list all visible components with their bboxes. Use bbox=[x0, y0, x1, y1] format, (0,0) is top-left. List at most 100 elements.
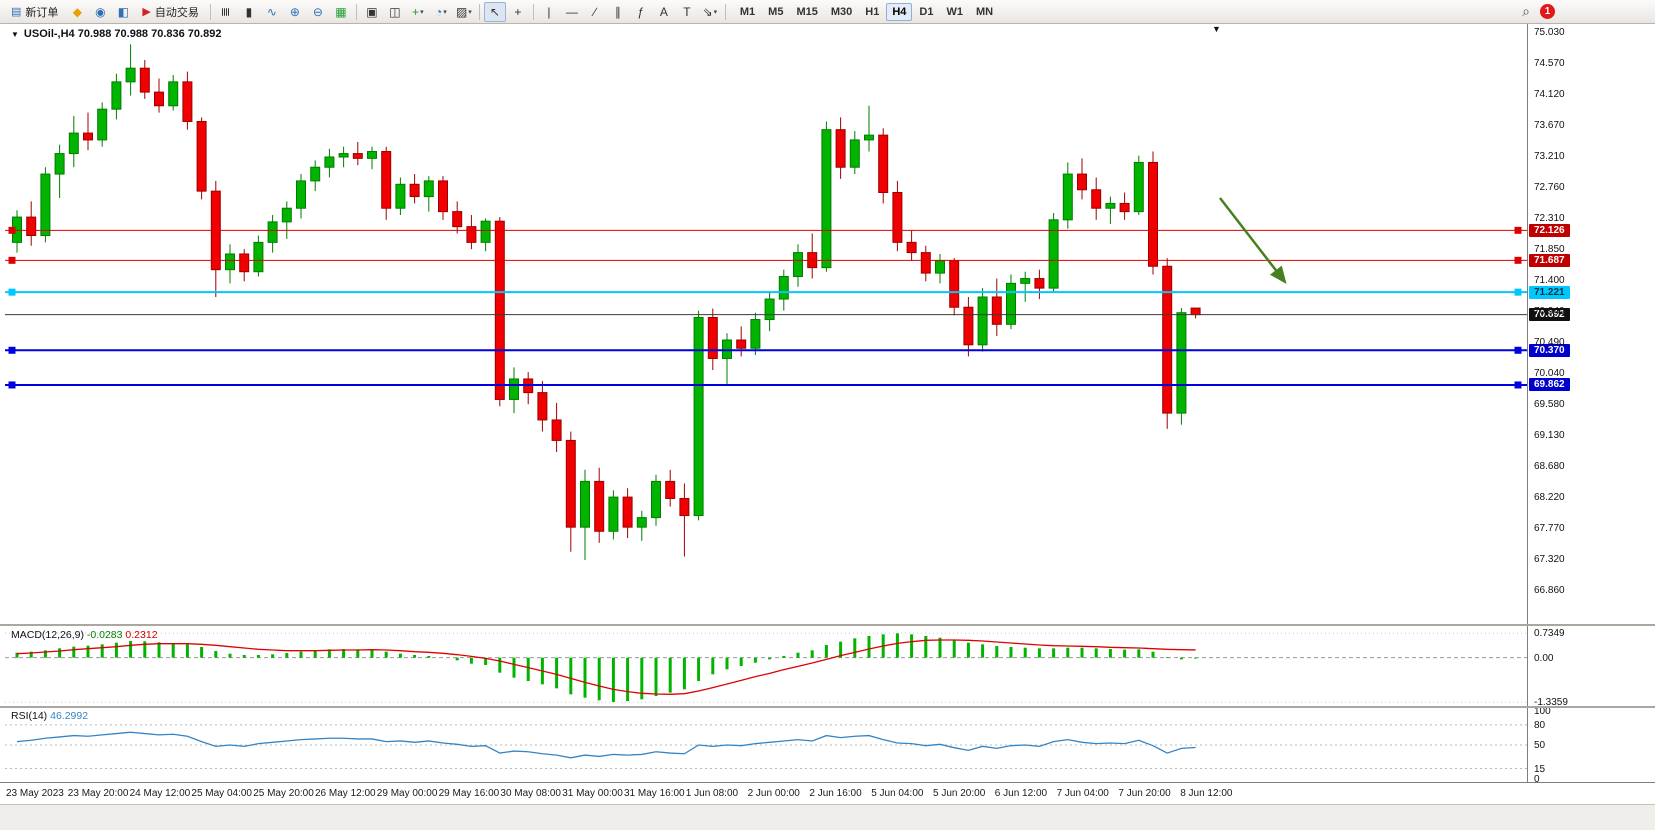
candle-body bbox=[665, 480, 676, 499]
zoom-in-button[interactable]: ⊕ bbox=[284, 2, 306, 22]
macd-chart[interactable] bbox=[5, 626, 1527, 706]
timeframe-button-h4[interactable]: H4 bbox=[886, 2, 913, 21]
time-axis[interactable]: 23 May 2023 23 May 20:00 24 May 12:00 25 Ma… bbox=[0, 782, 1655, 804]
channel-button[interactable]: ∥ bbox=[607, 2, 629, 22]
chart-menu-triangle-icon[interactable]: ▼ bbox=[11, 29, 19, 39]
arrows-button[interactable]: ⇘ ▾ bbox=[699, 2, 721, 22]
candle-body bbox=[778, 276, 789, 300]
rsi-pane[interactable]: RSI(14) 46.2992 bbox=[5, 708, 1527, 787]
trend-arrow-annotation[interactable] bbox=[1219, 197, 1287, 284]
candle-body bbox=[509, 378, 519, 400]
line-handle[interactable] bbox=[1514, 346, 1522, 354]
macd-scale-label: -1.3359 bbox=[1534, 697, 1568, 709]
time-axis-label: 25 May 20:00 bbox=[253, 788, 314, 799]
vertical-line-button[interactable]: | bbox=[538, 2, 560, 22]
line-handle[interactable] bbox=[8, 226, 16, 234]
indicators-icon: + bbox=[412, 4, 420, 19]
price-scale-label: 74.120 bbox=[1534, 89, 1565, 101]
line-handle[interactable] bbox=[1514, 226, 1522, 234]
chat-button[interactable]: ◧ bbox=[112, 2, 134, 22]
timeframe-group: M1 M5 M15 M30 H1 H4 D1 W1 MN bbox=[734, 2, 999, 21]
time-axis-label: 25 May 04:00 bbox=[191, 788, 252, 799]
notification-badge[interactable]: 1 bbox=[1540, 4, 1555, 19]
candle-body bbox=[551, 419, 562, 441]
autotrading-button[interactable]: ▶ 自动交易 bbox=[135, 1, 205, 23]
time-axis-label: 7 Jun 20:00 bbox=[1118, 788, 1171, 799]
candle-body bbox=[480, 220, 491, 243]
indicators-button[interactable]: + ▾ bbox=[407, 2, 429, 22]
candle-body bbox=[97, 108, 108, 141]
mql5-button[interactable]: ◆ bbox=[66, 2, 88, 22]
candle-body bbox=[182, 81, 193, 122]
candle-body bbox=[864, 134, 874, 141]
line-handle[interactable] bbox=[1514, 256, 1522, 264]
new-chart-button[interactable]: ▣ bbox=[361, 2, 383, 22]
text-button[interactable]: A bbox=[653, 2, 675, 22]
timeframe-button-h1[interactable]: H1 bbox=[865, 5, 880, 18]
chart-shift-marker[interactable]: ▼ bbox=[1212, 24, 1221, 34]
pane-separator[interactable] bbox=[0, 624, 1655, 626]
new-order-button[interactable]: ▤ 新订单 bbox=[4, 1, 65, 23]
price-scale-label: 67.320 bbox=[1534, 553, 1565, 565]
time-axis-label: 2 Jun 16:00 bbox=[809, 788, 862, 799]
fibonacci-button[interactable]: ƒ bbox=[630, 2, 652, 22]
candle-body bbox=[906, 241, 917, 254]
cursor-button[interactable]: ↖ bbox=[483, 1, 506, 22]
timeframe-button-m1[interactable]: M1 bbox=[739, 5, 756, 18]
cursor-icon: ↖ bbox=[489, 4, 500, 19]
new-chart-icon: ▣ bbox=[366, 4, 378, 19]
macd-pane[interactable]: MACD(12,26,9) -0.0283 0.2312 bbox=[5, 626, 1527, 711]
periods-button[interactable]: ◔ ▾ bbox=[430, 2, 452, 22]
candlestick-chart-button[interactable]: ▮ bbox=[238, 2, 260, 22]
line-handle[interactable] bbox=[1514, 381, 1522, 389]
chevron-down-icon: ▾ bbox=[420, 8, 424, 16]
timeframe-button-w1[interactable]: W1 bbox=[946, 5, 963, 18]
price-scale[interactable]: 72.126 71.687 71.221 70.892 70.370 69.862 75.0… bbox=[1527, 24, 1655, 785]
time-axis-label: 26 May 12:00 bbox=[315, 788, 376, 799]
horizontal-line-button[interactable]: — bbox=[561, 2, 583, 22]
search-icon[interactable]: ⌕ bbox=[1522, 3, 1530, 19]
line-chart-button[interactable]: ∿ bbox=[261, 2, 283, 22]
candle-body bbox=[196, 120, 207, 192]
line-handle[interactable] bbox=[8, 256, 16, 264]
candle-body bbox=[239, 253, 250, 273]
crosshair-button[interactable]: + bbox=[507, 2, 529, 22]
time-axis-label: 6 Jun 12:00 bbox=[994, 788, 1048, 799]
rsi-chart[interactable] bbox=[5, 708, 1527, 782]
trendline-button[interactable]: ∕ bbox=[584, 2, 606, 22]
pane-separator[interactable] bbox=[0, 706, 1655, 708]
candle-body bbox=[26, 216, 37, 237]
chat-icon: ◧ bbox=[117, 4, 130, 19]
time-axis-label: 5 Jun 20:00 bbox=[933, 788, 986, 799]
line-handle[interactable] bbox=[1514, 288, 1522, 296]
toolbar-separator bbox=[209, 3, 211, 20]
line-handle[interactable] bbox=[8, 288, 16, 296]
line-handle[interactable] bbox=[8, 346, 16, 354]
chart-profiles-button[interactable]: ◫ bbox=[384, 2, 406, 22]
candles[interactable] bbox=[12, 44, 1201, 560]
tile-windows-button[interactable]: ▦ bbox=[330, 2, 352, 22]
templates-button[interactable]: ▨ ▾ bbox=[453, 2, 475, 22]
rsi-label: RSI(14) 46.2992 bbox=[11, 710, 88, 722]
main-chart-plot[interactable]: ▼ USOil-,H4 70.988 70.988 70.836 70.892 … bbox=[5, 24, 1527, 600]
clock-icon: ◔ bbox=[434, 4, 443, 19]
timeframe-button-m30[interactable]: M30 bbox=[830, 5, 853, 18]
crosshair-icon: + bbox=[514, 4, 522, 19]
price-tag: 72.126 bbox=[1529, 223, 1570, 237]
bar-chart-button[interactable]: ≣ bbox=[215, 2, 237, 22]
candle-body bbox=[1190, 307, 1201, 316]
candlestick-chart[interactable] bbox=[5, 24, 1527, 600]
mql5-icon: ◆ bbox=[72, 4, 83, 19]
community-button[interactable]: ◉ bbox=[89, 2, 111, 22]
candle-body bbox=[139, 67, 150, 93]
timeframe-button-d1[interactable]: D1 bbox=[919, 5, 934, 18]
line-handle[interactable] bbox=[8, 381, 16, 389]
rsi-value: 46.2992 bbox=[50, 710, 89, 722]
timeframe-button-m5[interactable]: M5 bbox=[768, 5, 784, 18]
timeframe-button-mn[interactable]: MN bbox=[975, 5, 994, 18]
zoom-out-button[interactable]: ⊖ bbox=[307, 2, 329, 22]
time-axis-label: 29 May 00:00 bbox=[376, 788, 438, 799]
timeframe-button-m15[interactable]: M15 bbox=[796, 5, 818, 18]
price-scale-label: 70.490 bbox=[1534, 337, 1565, 349]
text-label-button[interactable]: T bbox=[676, 2, 698, 22]
